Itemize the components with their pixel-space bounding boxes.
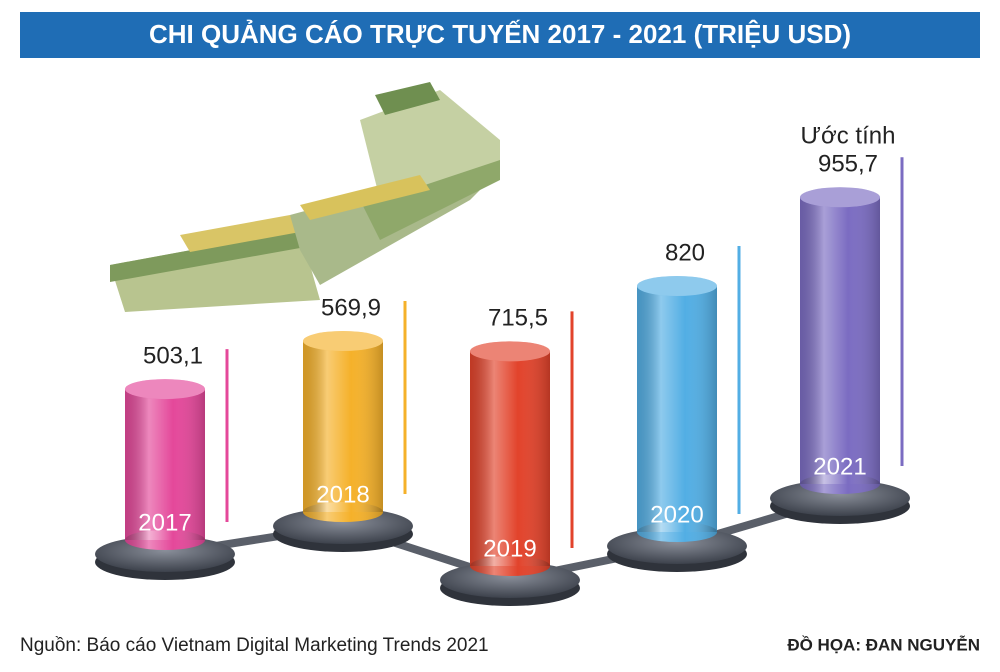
category-label: 2019 xyxy=(483,535,536,562)
value-label: 820 xyxy=(665,239,705,266)
category-label: 2018 xyxy=(316,481,369,508)
category-label: 2020 xyxy=(650,501,703,528)
bar-shine-bottom xyxy=(800,474,880,494)
bar-top-highlight xyxy=(470,341,550,362)
value-label: 569,9 xyxy=(321,294,381,321)
bar-top-highlight xyxy=(303,331,383,352)
platform xyxy=(607,528,747,564)
bar-shine-bottom xyxy=(125,530,205,550)
bar-top-highlight xyxy=(125,379,205,400)
bar-shine-bottom xyxy=(303,502,383,522)
platform xyxy=(440,562,580,598)
money-illustration xyxy=(110,82,500,312)
annotation: Ước tính xyxy=(801,123,896,150)
bar-shine-bottom xyxy=(637,522,717,542)
credit: ĐỒ HỌA: ĐAN NGUYỄN xyxy=(787,635,980,654)
value-label: 503,1 xyxy=(143,342,203,369)
bar-top xyxy=(470,341,550,362)
bar-shine xyxy=(303,341,383,512)
bar-top xyxy=(125,379,205,400)
bar-shine xyxy=(470,351,550,566)
bar-shine xyxy=(800,197,880,485)
platform xyxy=(770,480,910,516)
value-label: 955,7 xyxy=(818,151,878,178)
category-label: 2017 xyxy=(138,509,191,536)
category-label: 2021 xyxy=(813,453,866,480)
bar-shine xyxy=(637,286,717,532)
bar-top-highlight xyxy=(800,187,880,208)
title-banner xyxy=(20,12,980,58)
bar-top xyxy=(637,276,717,296)
bar-shine-bottom xyxy=(470,556,550,576)
platform xyxy=(273,508,413,544)
bar-top xyxy=(303,331,383,352)
value-label: 715,5 xyxy=(488,305,548,332)
bar-top xyxy=(800,187,880,208)
source-note: Nguồn: Báo cáo Vietnam Digital Marketing… xyxy=(20,635,489,656)
platform xyxy=(95,536,235,572)
chart-title: CHI QUẢNG CÁO TRỰC TUYẾN 2017 - 2021 (TR… xyxy=(149,19,851,49)
plot-area: 503,1 2017 569,9 2018 715,5 2019 820 2020 955,7 2… xyxy=(95,123,910,606)
bar-shine xyxy=(125,389,205,540)
bar-top-highlight xyxy=(637,276,717,296)
